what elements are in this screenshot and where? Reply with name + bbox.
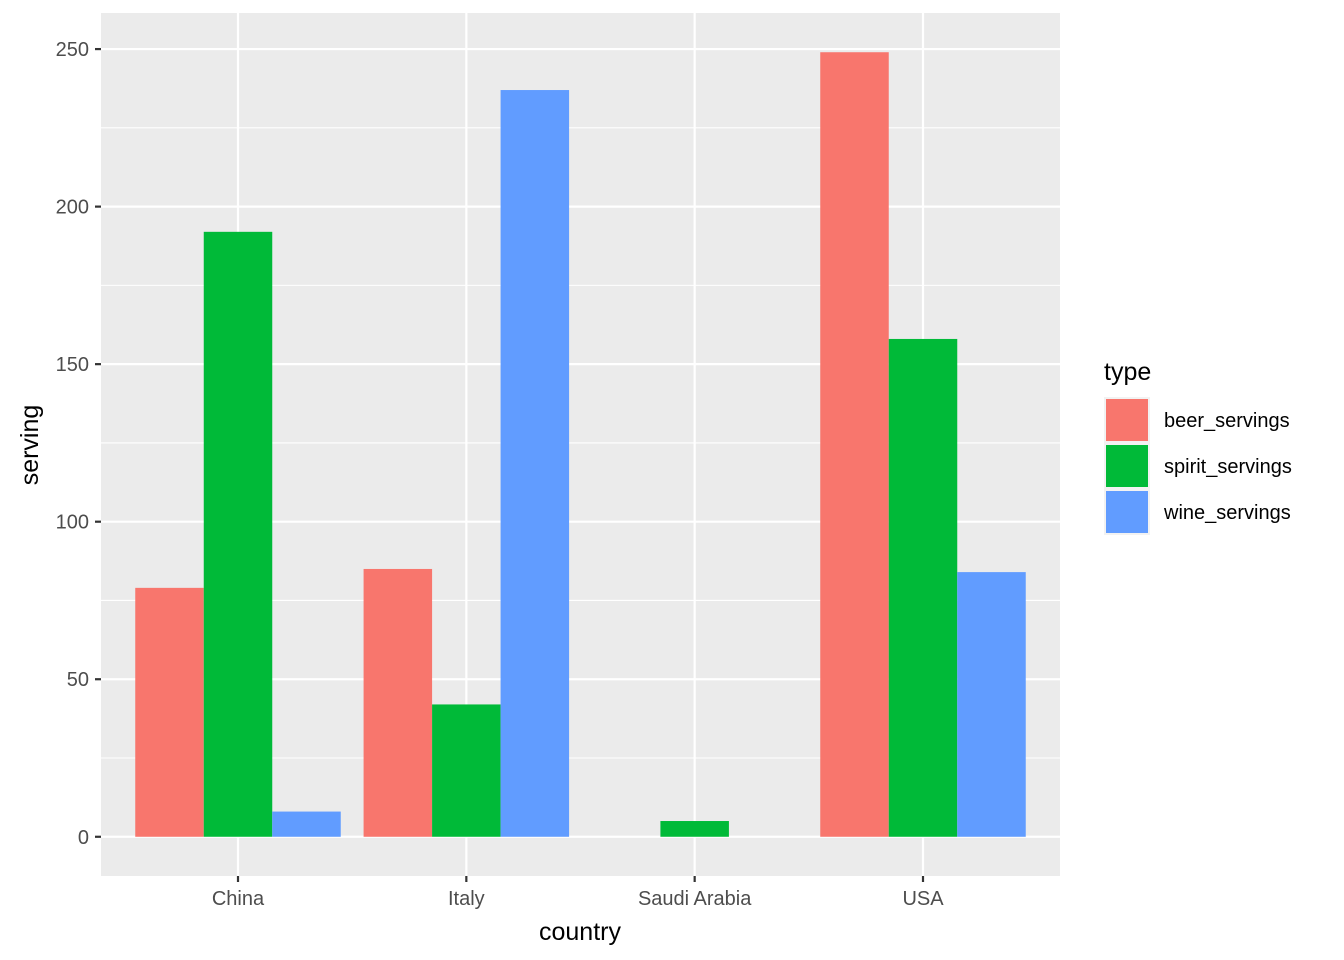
legend-title: type [1104, 358, 1151, 386]
x-axis-title: country [539, 918, 621, 946]
y-tick-label: 50 [67, 669, 89, 691]
legend-label-wine_servings: wine_servings [1163, 502, 1291, 524]
x-tick-label: USA [902, 888, 944, 910]
bar-spirit_servings-usa [888, 338, 958, 837]
legend-key-wine_servings [1106, 491, 1148, 533]
legend-key-beer_servings [1106, 399, 1148, 441]
bar-beer_servings-usa [820, 52, 889, 837]
bar-beer_servings-china [135, 587, 204, 837]
bars [135, 52, 1026, 837]
bar-spirit_servings-china [203, 231, 273, 837]
legend-key-spirit_servings [1106, 445, 1148, 487]
y-tick-label: 0 [78, 827, 89, 849]
bar-spirit_servings-saudi-arabia [660, 821, 729, 837]
bar-wine_servings-italy [500, 90, 570, 837]
x-tick-label: China [212, 888, 265, 910]
bar-wine_servings-china [272, 811, 341, 837]
bar-beer_servings-italy [363, 568, 433, 837]
y-axis-title: serving [16, 405, 44, 486]
bar-wine_servings-usa [957, 572, 1026, 837]
x-tick-label: Saudi Arabia [638, 888, 752, 910]
legend-label-spirit_servings: spirit_servings [1164, 456, 1292, 478]
y-tick-label: 250 [56, 39, 89, 61]
y-tick-label: 150 [56, 354, 89, 376]
legend-label-beer_servings: beer_servings [1164, 410, 1290, 432]
y-axis: 0 50 100 150 200 250 [56, 39, 101, 849]
y-tick-label: 100 [56, 512, 89, 534]
bar-spirit_servings-italy [432, 704, 501, 837]
y-tick-label: 200 [56, 197, 89, 219]
x-tick-label: Italy [448, 888, 485, 910]
x-axis: China Italy Saudi Arabia USA [212, 876, 944, 910]
legend: type beer_servings spirit_servings wine_se… [1104, 358, 1292, 535]
